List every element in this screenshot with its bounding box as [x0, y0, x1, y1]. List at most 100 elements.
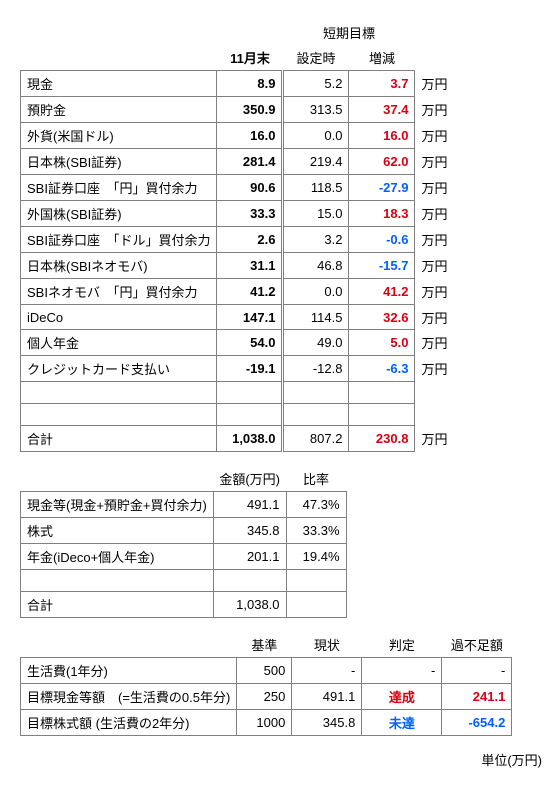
- target-table: 基準 現状 判定 過不足額 生活費(1年分)500---目標現金等額 (=生活費…: [20, 632, 512, 736]
- row-value-change: 3.7: [349, 71, 415, 97]
- row-value-end: 2.6: [217, 227, 283, 253]
- row-value-end: 281.4: [217, 149, 283, 175]
- table-row: SBI証券口座 「ドル」買付余力2.63.2-0.6万円: [21, 227, 454, 253]
- row-value-set: 46.8: [283, 253, 349, 279]
- row-label: 外貨(米国ドル): [21, 123, 217, 149]
- row-value-end: 147.1: [217, 305, 283, 330]
- table-row: 外貨(米国ドル)16.00.016.0万円: [21, 123, 454, 149]
- row-excess: -654.2: [442, 710, 512, 736]
- row-label: SBIネオモバ 「円」買付余力: [21, 279, 217, 305]
- row-label: SBI証券口座 「ドル」買付余力: [21, 227, 217, 253]
- row-ratio: 33.3%: [286, 518, 346, 544]
- row-value-set: 49.0: [283, 330, 349, 356]
- row-amount: 491.1: [213, 492, 286, 518]
- table-row: 個人年金54.049.05.0万円: [21, 330, 454, 356]
- row-value-set: 5.2: [283, 71, 349, 97]
- table-row-empty: [21, 382, 454, 404]
- row-value-set: 118.5: [283, 175, 349, 201]
- row-amount: 345.8: [213, 518, 286, 544]
- table-row: SBIネオモバ 「円」買付余力41.20.041.2万円: [21, 279, 454, 305]
- row-value-end: 16.0: [217, 123, 283, 149]
- row-value-change: 62.0: [349, 149, 415, 175]
- row-value-change: -27.9: [349, 175, 415, 201]
- table-row: iDeCo147.1114.532.6万円: [21, 305, 454, 330]
- row-value-end: 31.1: [217, 253, 283, 279]
- col-header-base: 基準: [237, 632, 292, 658]
- unit-label: 万円: [415, 149, 454, 175]
- row-value-change: -6.3: [349, 356, 415, 382]
- table-row-empty: [21, 404, 454, 426]
- row-value-set: 3.2: [283, 227, 349, 253]
- row-label: SBI証券口座 「円」買付余力: [21, 175, 217, 201]
- unit-label: 万円: [415, 330, 454, 356]
- row-label: 年金(iDeco+個人年金): [21, 544, 214, 570]
- unit-label: 万円: [415, 426, 454, 452]
- row-value-change: 37.4: [349, 97, 415, 123]
- table-row: 預貯金350.9313.537.4万円: [21, 97, 454, 123]
- row-value-set: 219.4: [283, 149, 349, 175]
- row-label: 現金: [21, 71, 217, 97]
- row-value-end: 350.9: [217, 97, 283, 123]
- row-current: 491.1: [292, 684, 362, 710]
- table-row: 年金(iDeco+個人年金)201.119.4%: [21, 544, 347, 570]
- row-value-set: 313.5: [283, 97, 349, 123]
- table-row-total: 合計1,038.0807.2230.8万円: [21, 426, 454, 452]
- col-header-current: 現状: [292, 632, 362, 658]
- table-row: 現金8.95.23.7万円: [21, 71, 454, 97]
- col-header-amount: 金額(万円): [213, 466, 286, 492]
- row-value-end: 54.0: [217, 330, 283, 356]
- row-label: 目標株式額 (生活費の2年分): [21, 710, 237, 736]
- footer-unit: 単位(万円): [20, 750, 552, 769]
- row-value-change: -0.6: [349, 227, 415, 253]
- row-excess: -: [442, 658, 512, 684]
- total-label: 合計: [21, 592, 214, 618]
- table-row: 目標株式額 (生活費の2年分)1000345.8未達-654.2: [21, 710, 512, 736]
- row-value-set: 0.0: [283, 123, 349, 149]
- col-header-judge: 判定: [362, 632, 442, 658]
- allocation-table: 金額(万円) 比率 現金等(現金+預貯金+買付余力)491.147.3%株式34…: [20, 466, 347, 618]
- unit-label: 万円: [415, 71, 454, 97]
- asset-table: 短期目標 11月末 設定時 増減 現金8.95.23.7万円預貯金350.931…: [20, 20, 454, 452]
- row-value-change: 18.3: [349, 201, 415, 227]
- table-row: 日本株(SBI証券)281.4219.462.0万円: [21, 149, 454, 175]
- row-label: 外国株(SBI証券): [21, 201, 217, 227]
- table-row-total: 合計1,038.0: [21, 592, 347, 618]
- row-label: 株式: [21, 518, 214, 544]
- row-label: iDeCo: [21, 305, 217, 330]
- table-row: 目標現金等額 (=生活費の0.5年分)250491.1達成241.1: [21, 684, 512, 710]
- row-judgement: 達成: [362, 684, 442, 710]
- total-label: 合計: [21, 426, 217, 452]
- unit-label: 万円: [415, 201, 454, 227]
- row-base: 500: [237, 658, 292, 684]
- row-label: 目標現金等額 (=生活費の0.5年分): [21, 684, 237, 710]
- row-value-set: 0.0: [283, 279, 349, 305]
- total-value-change: 230.8: [349, 426, 415, 452]
- unit-label: 万円: [415, 305, 454, 330]
- table-row: SBI証券口座 「円」買付余力90.6118.5-27.9万円: [21, 175, 454, 201]
- section-title: 短期目標: [283, 20, 415, 45]
- row-value-end: -19.1: [217, 356, 283, 382]
- row-value-change: 32.6: [349, 305, 415, 330]
- col-header-excess: 過不足額: [442, 632, 512, 658]
- unit-label: 万円: [415, 97, 454, 123]
- table-row: 生活費(1年分)500---: [21, 658, 512, 684]
- row-value-change: 41.2: [349, 279, 415, 305]
- row-amount: 201.1: [213, 544, 286, 570]
- table-row: 現金等(現金+預貯金+買付余力)491.147.3%: [21, 492, 347, 518]
- row-ratio: 19.4%: [286, 544, 346, 570]
- row-value-end: 41.2: [217, 279, 283, 305]
- table-row: クレジットカード支払い-19.1-12.8-6.3万円: [21, 356, 454, 382]
- col-header-change: 増減: [349, 45, 415, 71]
- total-amount: 1,038.0: [213, 592, 286, 618]
- row-base: 250: [237, 684, 292, 710]
- row-value-set: 114.5: [283, 305, 349, 330]
- unit-label: 万円: [415, 253, 454, 279]
- table-row: 株式345.833.3%: [21, 518, 347, 544]
- col-header-ratio: 比率: [286, 466, 346, 492]
- row-value-end: 90.6: [217, 175, 283, 201]
- row-value-change: 5.0: [349, 330, 415, 356]
- row-current: 345.8: [292, 710, 362, 736]
- row-value-change: 16.0: [349, 123, 415, 149]
- row-judgement: 未達: [362, 710, 442, 736]
- row-value-set: 15.0: [283, 201, 349, 227]
